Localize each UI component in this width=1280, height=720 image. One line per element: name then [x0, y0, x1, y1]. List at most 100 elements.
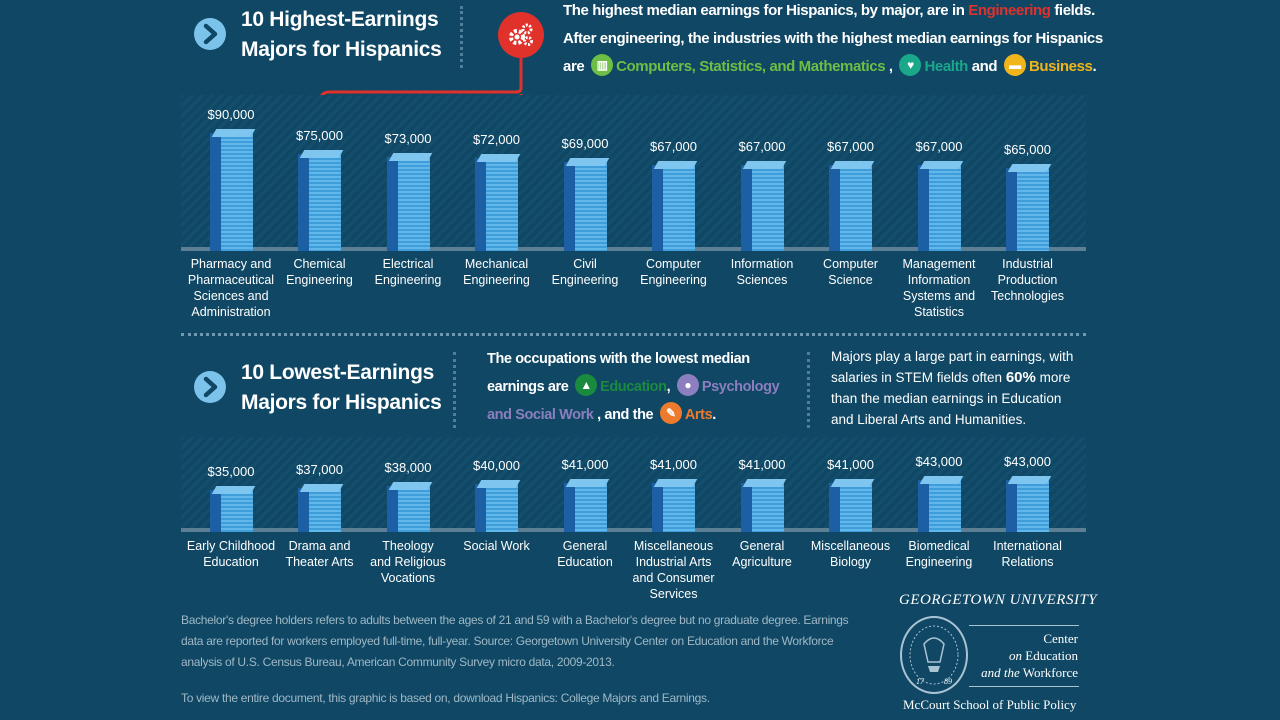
bar-side [1006, 168, 1017, 251]
bar [475, 479, 521, 532]
education-category: Education [600, 379, 667, 395]
category-label-line: Sciences [736, 273, 788, 287]
logo-rule [969, 686, 1079, 687]
engineering-highlight: Engineering [968, 2, 1051, 19]
logo-line: Center [1043, 631, 1078, 646]
category-label-line: Administration [191, 305, 271, 319]
note-line: Bachelor's degree holders refers to adul… [181, 613, 849, 627]
value-label: $65,000 [1004, 142, 1051, 157]
title-line: Majors for Hispanics [241, 391, 442, 414]
logo-italic: and the [981, 665, 1020, 680]
category-label-line: Science [828, 273, 873, 287]
chevron-right-icon [194, 371, 226, 403]
bar [298, 150, 344, 251]
bar-front [574, 482, 607, 532]
category-label-line: Relations [1001, 555, 1054, 569]
bar-side [829, 165, 840, 251]
intro-text: . [712, 407, 716, 423]
category-label-line: Chemical [293, 257, 346, 271]
bottom-section-title: 10 Lowest-Earnings Majors for Hispanics [241, 358, 442, 418]
category-label-line: Computer [823, 257, 878, 271]
logo-italic: on [1009, 648, 1023, 663]
category-label-line: General [562, 539, 608, 553]
category-label-line: Engineering [640, 273, 707, 287]
computers-category: Computers, Statistics, and Mathematics [616, 58, 886, 75]
bar [209, 486, 255, 532]
category-label: General Agriculture [716, 538, 808, 570]
intro-text: The highest median earnings for Hispanic… [563, 2, 969, 19]
category-label-line: Theater Arts [285, 555, 354, 569]
bar-top [653, 161, 698, 170]
divider [460, 6, 463, 68]
center-on-education-logo: Center on Education and the Workforce [968, 630, 1078, 681]
category-label-line: Early Childhood [186, 539, 276, 553]
bar [917, 161, 963, 251]
intro-text: fields. [1050, 2, 1095, 19]
logo-text: Education [1025, 648, 1078, 663]
bar-front [220, 133, 253, 251]
stem-note-line: and Liberal Arts and Humanities. [831, 412, 1027, 427]
bar-top [476, 479, 521, 488]
value-label: $43,000 [1004, 454, 1051, 469]
category-label: Early Childhood Education [185, 538, 277, 570]
bar-front [397, 486, 430, 532]
value-label: $67,000 [827, 139, 874, 155]
intro-text: earnings are [487, 379, 569, 395]
bar [298, 483, 344, 532]
stem-note-text: more [1035, 370, 1071, 385]
bar-side [917, 165, 929, 251]
bar-side [209, 490, 221, 532]
bar [475, 154, 521, 251]
bar [917, 476, 963, 532]
bottom-chart-baseline [181, 528, 1086, 532]
bar-top [1007, 164, 1052, 172]
health-category: Health [924, 58, 968, 75]
category-label-line: Engineering [463, 273, 530, 287]
category-label: Information Sciences [716, 256, 808, 288]
bar-top [388, 152, 432, 161]
value-label: $67,000 [650, 139, 697, 155]
bar-side [475, 483, 486, 532]
bar [652, 478, 698, 532]
bar [652, 161, 698, 251]
category-label-line: Civil [573, 257, 597, 271]
category-label: Chemical Engineering [274, 256, 366, 288]
bar-side [475, 158, 486, 251]
value-label: $35,000 [207, 464, 255, 479]
bar [386, 482, 432, 532]
stem-percentage: 60% [1005, 369, 1036, 386]
category-label: Civil Engineering [539, 256, 631, 288]
category-label-line: Sciences and [193, 289, 269, 303]
bottom-intro-text: The occupations with the lowest median e… [487, 345, 780, 429]
note-line: analysis of U.S. Census Bureau, American… [181, 655, 615, 669]
category-label: Social Work [451, 538, 543, 554]
divider [807, 352, 810, 428]
bar-side [563, 162, 575, 251]
category-label-line: Electrical [382, 257, 434, 271]
bar-side [740, 165, 752, 251]
bar-front [397, 156, 430, 251]
category-label-line: Education [557, 555, 613, 569]
intro-line-3: and Social Work , and the ✎ Arts. [487, 401, 779, 429]
value-label: $73,000 [384, 130, 432, 146]
value-label: $41,000 [650, 456, 697, 472]
bar-top [742, 478, 786, 487]
intro-line-1: The occupations with the lowest median [487, 351, 750, 367]
bar-front [486, 158, 518, 251]
category-label: General Education [539, 538, 631, 570]
bar [563, 158, 609, 251]
bar [740, 161, 786, 251]
category-label-line: Pharmaceutical [187, 273, 275, 287]
bar [209, 129, 255, 251]
download-note-link[interactable]: To view the entire document, this graphi… [181, 691, 710, 705]
category-label: Management Information Systems and Statisti… [893, 256, 985, 320]
heart-pulse-icon: ♥ [899, 54, 922, 77]
bar-front [751, 165, 784, 251]
georgetown-university-logo: GEORGETOWN UNIVERSITY [899, 592, 1098, 608]
bar [740, 478, 786, 532]
category-label-line: Services [649, 587, 698, 601]
mccourt-school-logo: McCourt School of Public Policy [903, 697, 1077, 712]
seal-year-right: 89 [944, 677, 952, 686]
bar-top [830, 161, 875, 170]
value-label: $69,000 [561, 136, 609, 152]
